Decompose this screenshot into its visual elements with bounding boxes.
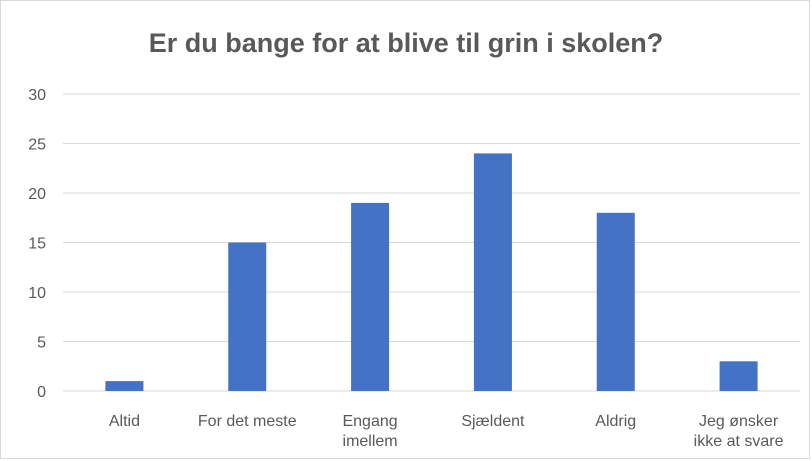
x-axis-labels: Altid For det meste Engang imellem Sjældent A… bbox=[109, 413, 784, 450]
x-tick-label-line: Jeg ønsker bbox=[699, 413, 779, 430]
x-tick-label-line: ikke at svare bbox=[694, 433, 784, 450]
x-tick-label-line: Sjældent bbox=[461, 413, 525, 430]
x-tick-label: Jeg ønsker ikke at svare bbox=[694, 413, 784, 450]
y-tick-label: 10 bbox=[28, 285, 46, 302]
x-tick-label: Altid bbox=[109, 413, 140, 430]
x-tick-label-line: Engang bbox=[342, 413, 397, 430]
bar-2 bbox=[351, 202, 390, 391]
y-tick-label: 25 bbox=[28, 137, 46, 154]
bar-3 bbox=[473, 153, 512, 391]
x-tick-label: Sjældent bbox=[461, 413, 525, 430]
y-tick-label: 5 bbox=[37, 335, 46, 352]
x-tick-label: Engang imellem bbox=[342, 413, 397, 450]
y-tick-label: 15 bbox=[28, 236, 46, 253]
x-tick-label: For det meste bbox=[198, 413, 297, 430]
bar-1 bbox=[228, 242, 267, 391]
bar-5 bbox=[719, 361, 758, 391]
x-tick-label-line: For det meste bbox=[198, 413, 297, 430]
gridlines bbox=[63, 93, 800, 392]
x-tick-label-line: imellem bbox=[343, 433, 398, 450]
y-tick-label: 20 bbox=[28, 186, 46, 203]
x-tick-label-line: Aldrig bbox=[595, 413, 636, 430]
bar-4 bbox=[596, 212, 635, 391]
chart-title: Er du bange for at blive til grin i skol… bbox=[148, 28, 664, 58]
y-tick-label: 30 bbox=[28, 87, 46, 104]
y-axis-ticks: 0 5 10 15 20 25 30 bbox=[28, 87, 46, 401]
x-tick-label: Aldrig bbox=[595, 413, 636, 430]
y-tick-label: 0 bbox=[37, 384, 46, 401]
bar-0 bbox=[105, 381, 144, 391]
bars bbox=[105, 153, 758, 391]
x-tick-label-line: Altid bbox=[109, 413, 140, 430]
